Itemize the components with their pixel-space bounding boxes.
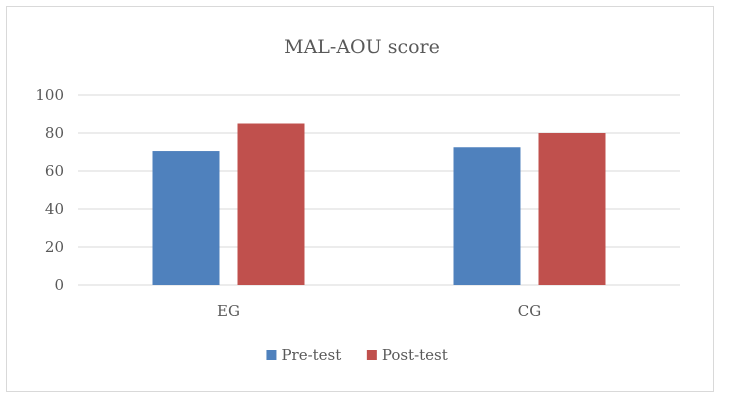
- y-axis-ticks: 0 20 40 60 80 100: [35, 86, 64, 294]
- chart-title: MAL-AOU score: [284, 36, 440, 58]
- legend: Pre-test Post-test: [266, 346, 448, 364]
- bar-pre-test-cg: [453, 147, 521, 285]
- bars: [152, 123, 606, 285]
- x-tick-label: EG: [217, 302, 240, 320]
- y-tick-label: 100: [35, 86, 64, 104]
- y-tick-label: 20: [45, 238, 64, 256]
- y-tick-label: 40: [45, 200, 64, 218]
- y-tick-label: 0: [54, 276, 64, 294]
- legend-label: Post-test: [382, 346, 448, 364]
- x-tick-label: CG: [518, 302, 541, 320]
- legend-swatch-post-test: [366, 350, 377, 360]
- bar-pre-test-eg: [152, 151, 220, 285]
- y-tick-label: 60: [45, 162, 64, 180]
- legend-label: Pre-test: [281, 346, 341, 364]
- bar-post-test-cg: [538, 133, 606, 285]
- y-tick-label: 80: [45, 124, 64, 142]
- bar-post-test-eg: [237, 123, 305, 285]
- x-axis-ticks: EG CG: [217, 302, 541, 320]
- legend-swatch-pre-test: [266, 350, 277, 360]
